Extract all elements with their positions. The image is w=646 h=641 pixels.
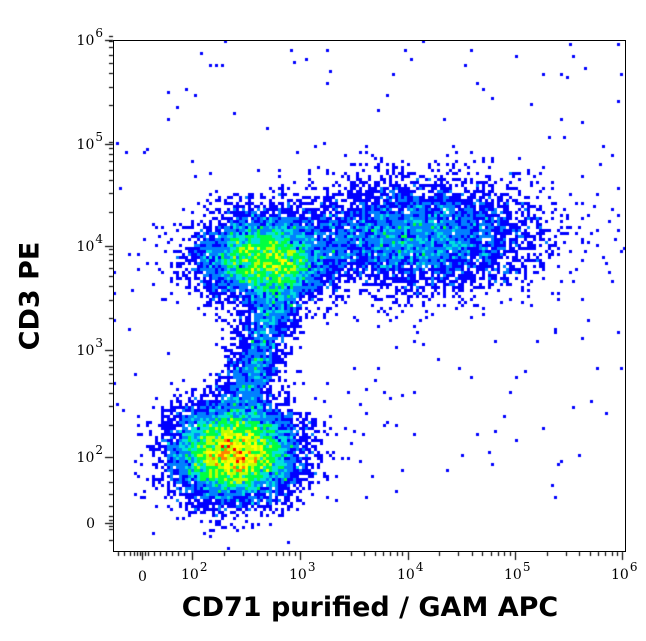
tick-base: 10 [397,567,415,583]
x-tick-label: 103 [289,561,315,583]
scatter-plot-area [113,40,626,552]
tick-exponent: 5 [522,560,531,574]
tick-exponent: 3 [307,560,316,574]
tick-base: 10 [76,450,95,466]
tick-exponent: 5 [95,130,103,144]
tick-exponent: 2 [95,443,103,457]
tick-exponent: 6 [95,26,103,40]
plot-frame [113,40,626,552]
tick-base: 10 [76,137,95,153]
x-tick-label: 0 [138,569,147,585]
x-tick-label: 104 [397,561,423,583]
tick-exponent: 3 [95,336,103,350]
x-tick-label: 106 [611,561,637,583]
x-tick-label: 102 [181,561,207,583]
x-axis-label: CD71 purified / GAM APC [181,592,559,623]
tick-exponent: 2 [199,560,208,574]
y-tick-label: 104 [76,233,103,255]
x-tick-label: 105 [504,561,530,583]
y-tick-label: 0 [86,516,95,532]
tick-base: 10 [611,567,629,583]
y-tick-label: 106 [76,27,103,49]
y-tick-label: 102 [76,444,103,466]
tick-base: 10 [76,33,95,49]
tick-base: 10 [76,239,95,255]
tick-exponent: 4 [415,560,424,574]
tick-base: 10 [504,567,522,583]
y-tick-label: 105 [76,131,103,153]
tick-base: 10 [181,567,199,583]
tick-exponent: 6 [629,560,638,574]
tick-base: 10 [289,567,307,583]
tick-exponent: 4 [95,232,103,246]
y-tick-label: 103 [76,337,103,359]
tick-base: 10 [76,343,95,359]
y-axis-label: CD3 PE [14,241,46,351]
